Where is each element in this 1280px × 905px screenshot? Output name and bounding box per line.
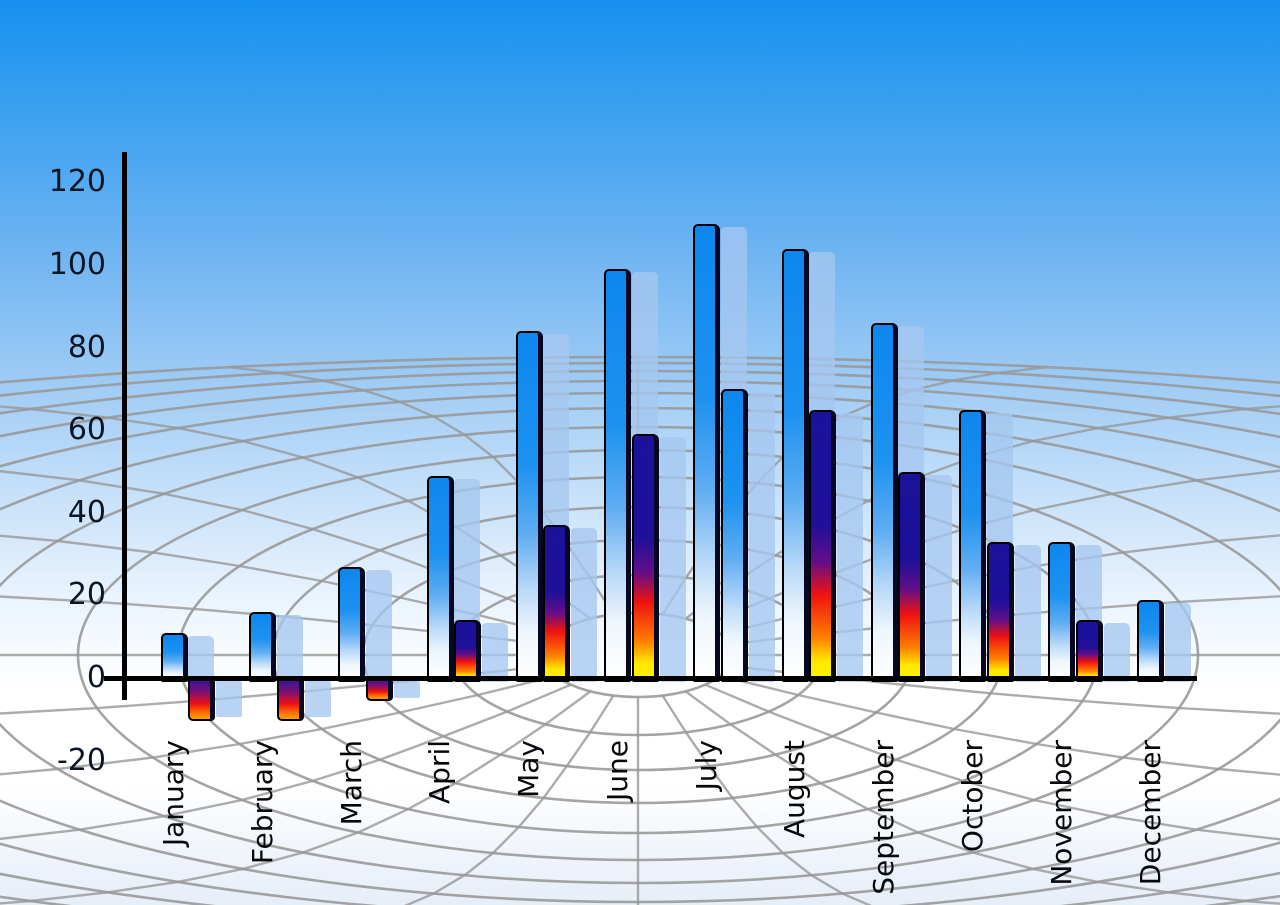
bar-shadow-june-s2 (659, 437, 686, 682)
bar-january-series2 (188, 677, 215, 722)
y-tick-label-20: 20 (67, 577, 106, 613)
bar-shadow-march-s1 (365, 569, 392, 682)
x-tick-label-february: February (245, 740, 279, 865)
bar-shadow-january-s1 (188, 635, 214, 682)
x-tick-label-april: April (423, 740, 457, 804)
bar-shadow-february-s1 (276, 614, 303, 682)
bar-august-series1 (781, 248, 809, 682)
bar-shadow-april-s2 (482, 623, 509, 682)
bar-march-series1 (338, 566, 365, 682)
x-tick-label-december: December (1133, 740, 1167, 886)
x-tick-label-august: August (778, 740, 812, 838)
y-axis-line (122, 152, 127, 700)
bar-june-series1 (604, 269, 632, 682)
bar-november-series2 (1075, 620, 1103, 682)
bar-november-series1 (1048, 541, 1076, 682)
bar-october-series1 (959, 409, 987, 682)
bar-september-series1 (870, 322, 898, 682)
bar-april-series2 (454, 620, 482, 682)
y-tick-label-0: 0 (86, 660, 106, 695)
y-tick-label--20: -20 (57, 742, 106, 778)
x-tick-label-september: September (867, 740, 901, 895)
bar-august-series2 (809, 409, 837, 682)
bar-shadow-march-s2 (393, 679, 420, 698)
bar-shadow-august-s2 (837, 412, 864, 682)
bar-may-series1 (515, 331, 543, 682)
bar-february-series2 (276, 677, 304, 722)
bar-july-series2 (720, 388, 748, 682)
bar-june-series2 (631, 434, 659, 682)
bar-shadow-february-s2 (304, 679, 331, 717)
bar-shadow-october-s2 (1014, 544, 1041, 682)
x-tick-label-october: October (955, 740, 989, 853)
x-tick-label-march: March (334, 740, 368, 826)
bar-january-series1 (160, 632, 188, 682)
bar-shadow-january-s2 (216, 679, 242, 717)
y-tick-label-120: 120 (48, 164, 106, 200)
bar-july-series1 (693, 223, 721, 682)
bar-shadow-december-s1 (1164, 602, 1191, 682)
y-tick-label-100: 100 (48, 247, 106, 282)
y-tick-label-40: 40 (67, 494, 106, 530)
y-tick-label-80: 80 (67, 329, 106, 365)
x-axis-zero-line (104, 676, 1197, 681)
x-tick-label-january: January (157, 740, 190, 847)
bar-shadow-november-s2 (1103, 623, 1130, 682)
x-tick-label-november: November (1044, 740, 1078, 886)
bar-september-series2 (898, 471, 926, 682)
x-tick-label-july: July (689, 740, 723, 791)
bar-october-series2 (986, 541, 1014, 682)
bar-april-series1 (426, 475, 454, 682)
bar-shadow-may-s2 (571, 528, 598, 682)
y-tick-label-60: 60 (67, 412, 106, 448)
bar-shadow-september-s2 (926, 474, 953, 682)
bar-may-series2 (543, 525, 571, 682)
bar-december-series1 (1137, 599, 1164, 682)
bar-shadow-july-s2 (748, 391, 775, 682)
bar-february-series1 (249, 611, 277, 682)
x-tick-label-june: June (600, 740, 634, 801)
x-tick-label-may: May (512, 740, 546, 798)
